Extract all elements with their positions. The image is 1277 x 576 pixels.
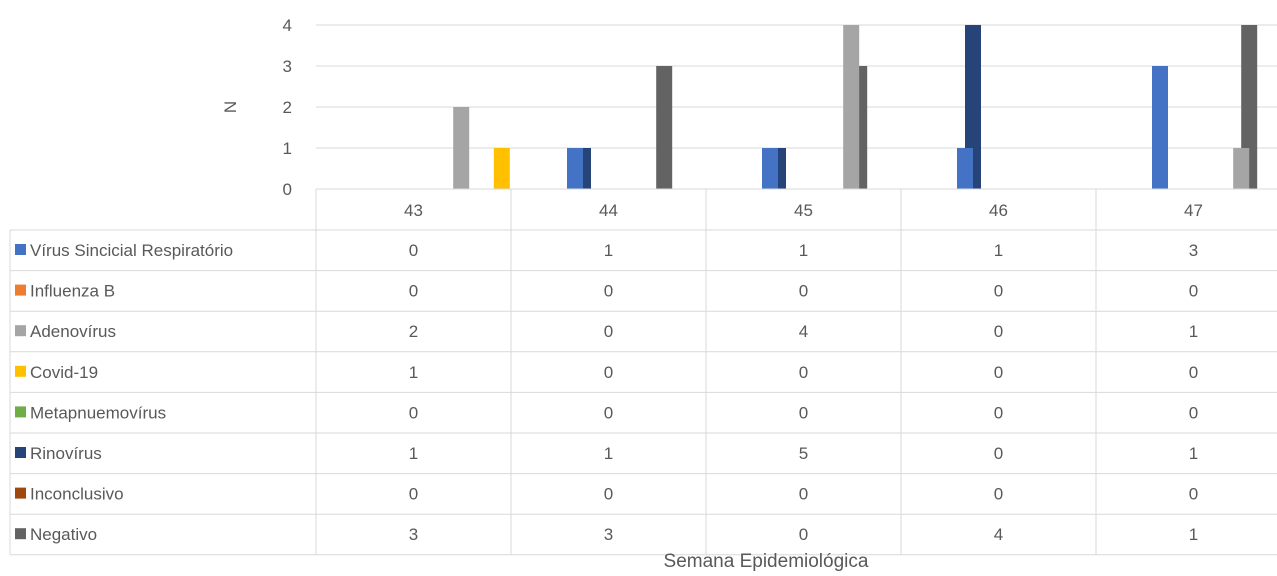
category-label: 46 bbox=[989, 201, 1008, 220]
table-cell: 0 bbox=[1189, 363, 1198, 382]
table-cell: 0 bbox=[994, 444, 1003, 463]
category-label: 47 bbox=[1184, 201, 1203, 220]
bar bbox=[957, 148, 973, 189]
y-axis-title: N bbox=[221, 101, 240, 113]
table-cell: 5 bbox=[799, 444, 808, 463]
table-cell: 0 bbox=[994, 322, 1003, 341]
table-cell: 3 bbox=[604, 525, 613, 544]
table-cell: 1 bbox=[409, 444, 418, 463]
table-cell: 0 bbox=[994, 485, 1003, 504]
table-cell: 0 bbox=[994, 403, 1003, 422]
table-cell: 0 bbox=[994, 282, 1003, 301]
table-cell: 1 bbox=[1189, 322, 1198, 341]
table-cell: 1 bbox=[1189, 444, 1198, 463]
y-tick-label: 0 bbox=[283, 180, 292, 199]
bar bbox=[493, 148, 510, 189]
legend-key bbox=[15, 365, 26, 377]
table-cell: 2 bbox=[409, 322, 418, 341]
category-label: 44 bbox=[599, 201, 618, 220]
table-cell: 0 bbox=[799, 485, 808, 504]
table-cell: 4 bbox=[799, 322, 808, 341]
table-cell: 0 bbox=[799, 282, 808, 301]
table-cell: 0 bbox=[799, 525, 808, 544]
y-tick-label: 2 bbox=[283, 98, 292, 117]
y-axis: 0 1 2 3 4 bbox=[283, 16, 292, 199]
table-cell: 0 bbox=[604, 322, 613, 341]
table-cell: 0 bbox=[1189, 282, 1198, 301]
bar bbox=[656, 66, 673, 189]
series-label: Negativo bbox=[30, 525, 97, 544]
legend-key bbox=[15, 406, 26, 418]
table-cell: 1 bbox=[994, 241, 1003, 260]
category-label: 45 bbox=[794, 201, 813, 220]
table-cell: 0 bbox=[799, 403, 808, 422]
bar bbox=[453, 107, 470, 189]
y-tick-label: 3 bbox=[283, 57, 292, 76]
y-tick-label: 1 bbox=[283, 139, 292, 158]
table-cell: 1 bbox=[409, 363, 418, 382]
legend-key bbox=[15, 487, 26, 499]
series-label: Inconclusivo bbox=[30, 485, 124, 504]
table-cell: 0 bbox=[994, 363, 1003, 382]
legend-key bbox=[15, 325, 26, 337]
bar bbox=[1152, 66, 1168, 189]
series-label: Rinovírus bbox=[30, 444, 102, 463]
table-cell: 0 bbox=[799, 363, 808, 382]
series-label: Vírus Sincicial Respiratório bbox=[30, 241, 233, 260]
series-label: Influenza B bbox=[30, 282, 115, 301]
table-cell: 4 bbox=[994, 525, 1003, 544]
table-cell: 0 bbox=[409, 282, 418, 301]
table-cell: 3 bbox=[409, 525, 418, 544]
bar bbox=[843, 25, 860, 189]
table-cell: 1 bbox=[1189, 525, 1198, 544]
x-axis-title: Semana Epidemiológica bbox=[664, 551, 869, 572]
y-tick-label: 4 bbox=[283, 16, 292, 35]
legend-key bbox=[15, 447, 26, 458]
bar bbox=[1233, 148, 1250, 189]
table-cell: 0 bbox=[1189, 485, 1198, 504]
bar bbox=[567, 148, 583, 189]
table-cell: 0 bbox=[604, 403, 613, 422]
table-cell: 0 bbox=[1189, 403, 1198, 422]
series-label: Covid-19 bbox=[30, 363, 98, 382]
bar bbox=[762, 148, 778, 189]
table-cell: 0 bbox=[604, 363, 613, 382]
series-label: Metapnuemovírus bbox=[30, 403, 166, 422]
legend-key bbox=[15, 244, 26, 255]
table-cell: 0 bbox=[604, 485, 613, 504]
table-cell: 0 bbox=[409, 403, 418, 422]
table-cell: 1 bbox=[604, 444, 613, 463]
legend-key bbox=[15, 528, 26, 540]
table-cell: 0 bbox=[604, 282, 613, 301]
table-cell: 1 bbox=[799, 241, 808, 260]
legend-key bbox=[15, 284, 26, 296]
category-label: 43 bbox=[404, 201, 423, 220]
table-cell: 0 bbox=[409, 485, 418, 504]
bars bbox=[453, 25, 1258, 189]
table-cell: 0 bbox=[409, 241, 418, 260]
series-label: Adenovírus bbox=[30, 322, 116, 341]
table-cell: 1 bbox=[604, 241, 613, 260]
gridlines bbox=[316, 24, 1277, 149]
table-cell: 3 bbox=[1189, 241, 1198, 260]
